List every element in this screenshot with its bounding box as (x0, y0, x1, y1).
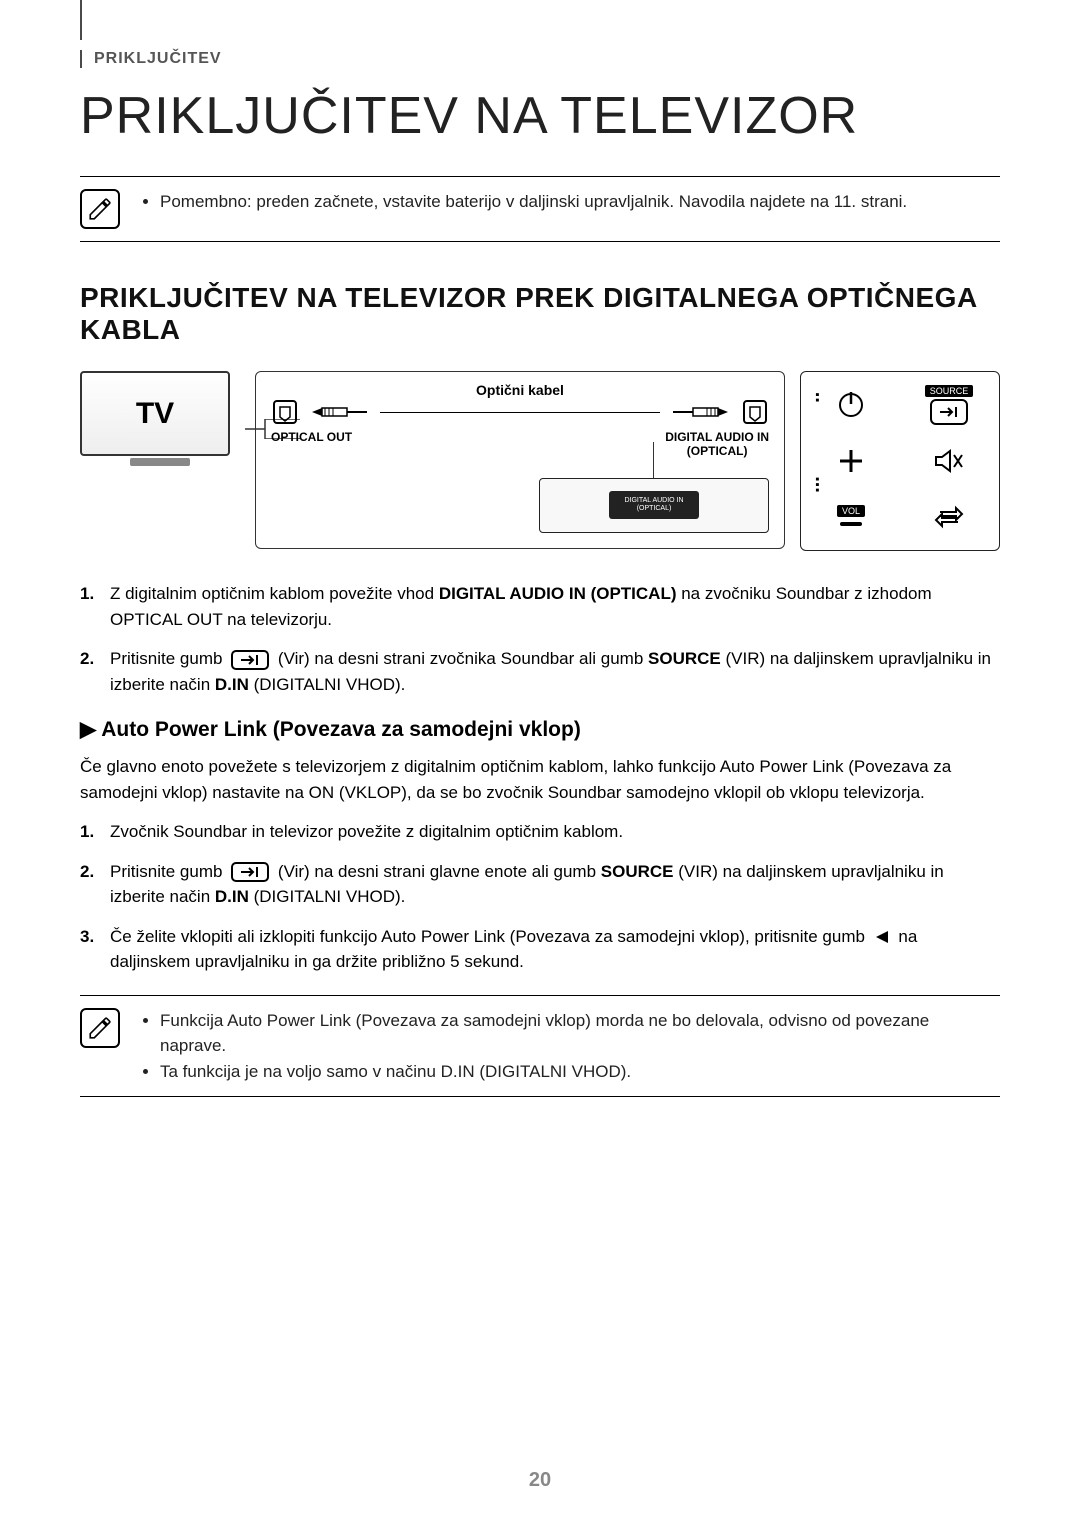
step-item: Z digitalnim optičnim kablom povežite vh… (80, 581, 1000, 632)
tv-illustration: TV (80, 371, 240, 471)
note-item: Funkcija Auto Power Link (Povezava za sa… (160, 1008, 1000, 1059)
subheading: ▶ Auto Power Link (Povezava za samodejni… (80, 717, 1000, 742)
note-box-bottom: Funkcija Auto Power Link (Povezava za sa… (80, 995, 1000, 1098)
tv-frame: TV (80, 371, 230, 456)
cable-plug-left-icon (307, 402, 367, 422)
source-icon (930, 399, 968, 425)
soundbar-illustration: DIGITAL AUDIO IN (OPTICAL) (539, 478, 769, 533)
remote-repeat-button (914, 494, 984, 540)
step-item: Zvočnik Soundbar in televizor povežite z… (80, 819, 1000, 845)
remote-mute-button (914, 438, 984, 484)
source-label: SOURCE (925, 385, 974, 397)
side-rule (80, 0, 82, 40)
note-text: Funkcija Auto Power Link (Povezava za sa… (140, 1008, 1000, 1085)
step-item: Pritisnite gumb (Vir) na desni strani gl… (80, 859, 1000, 910)
optical-out-label: OPTICAL OUT (271, 430, 352, 458)
source-inline-icon (231, 650, 269, 670)
steps-list-2: Zvočnik Soundbar in televizor povežite z… (80, 819, 1000, 975)
connection-diagram: TV Optični kabel (80, 371, 1000, 551)
optical-port-left-icon (271, 398, 299, 426)
section-title: PRIKLJUČITEV NA TELEVIZOR PREK DIGITALNE… (80, 282, 1000, 346)
note-text: Pomembno: preden začnete, vstavite bater… (140, 189, 907, 215)
pencil-icon (87, 196, 113, 222)
step-item: Če želite vklopiti ali izklopiti funkcij… (80, 924, 1000, 975)
note-item: Ta funkcija je na voljo samo v načinu D.… (160, 1059, 1000, 1085)
cable-label: Optični kabel (271, 382, 769, 398)
power-icon (834, 388, 868, 422)
left-triangle-icon (874, 929, 890, 945)
remote-illustration: ⠆ ⠇ SOURCE VOL (800, 371, 1000, 551)
source-inline-icon (231, 862, 269, 882)
mute-icon (932, 446, 966, 476)
note-icon (80, 189, 120, 229)
page-number: 20 (0, 1469, 1080, 1492)
remote-vol-button: VOL (816, 494, 886, 540)
digital-audio-in-label: DIGITAL AUDIO IN (OPTICAL) (665, 430, 769, 458)
repeat-icon (932, 502, 966, 532)
cable-plug-right-icon (673, 402, 733, 422)
remote-source-button: SOURCE (914, 382, 984, 428)
plus-icon (836, 446, 866, 476)
soundbar-port-label: DIGITAL AUDIO IN (OPTICAL) (609, 491, 699, 519)
vol-label: VOL (837, 505, 865, 517)
tv-stand (130, 458, 190, 466)
braille-dots: ⠆ (813, 392, 828, 402)
note-icon (80, 1008, 120, 1048)
note-box-top: Pomembno: preden začnete, vstavite bater… (80, 176, 1000, 242)
minus-icon (836, 519, 866, 529)
pencil-icon (87, 1015, 113, 1041)
paragraph: Če glavno enoto povežete s televizorjem … (80, 754, 1000, 805)
breadcrumb: PRIKLJUČITEV (80, 50, 1000, 68)
optical-port-right-icon (741, 398, 769, 426)
cable-block: Optični kabel (255, 371, 785, 549)
braille-dots: ⠇ (813, 482, 828, 492)
note-item: Pomembno: preden začnete, vstavite bater… (160, 189, 907, 215)
steps-list-1: Z digitalnim optičnim kablom povežite vh… (80, 581, 1000, 697)
page-title: PRIKLJUČITEV NA TELEVIZOR (80, 86, 1000, 146)
step-item: Pritisnite gumb (Vir) na desni strani zv… (80, 646, 1000, 697)
